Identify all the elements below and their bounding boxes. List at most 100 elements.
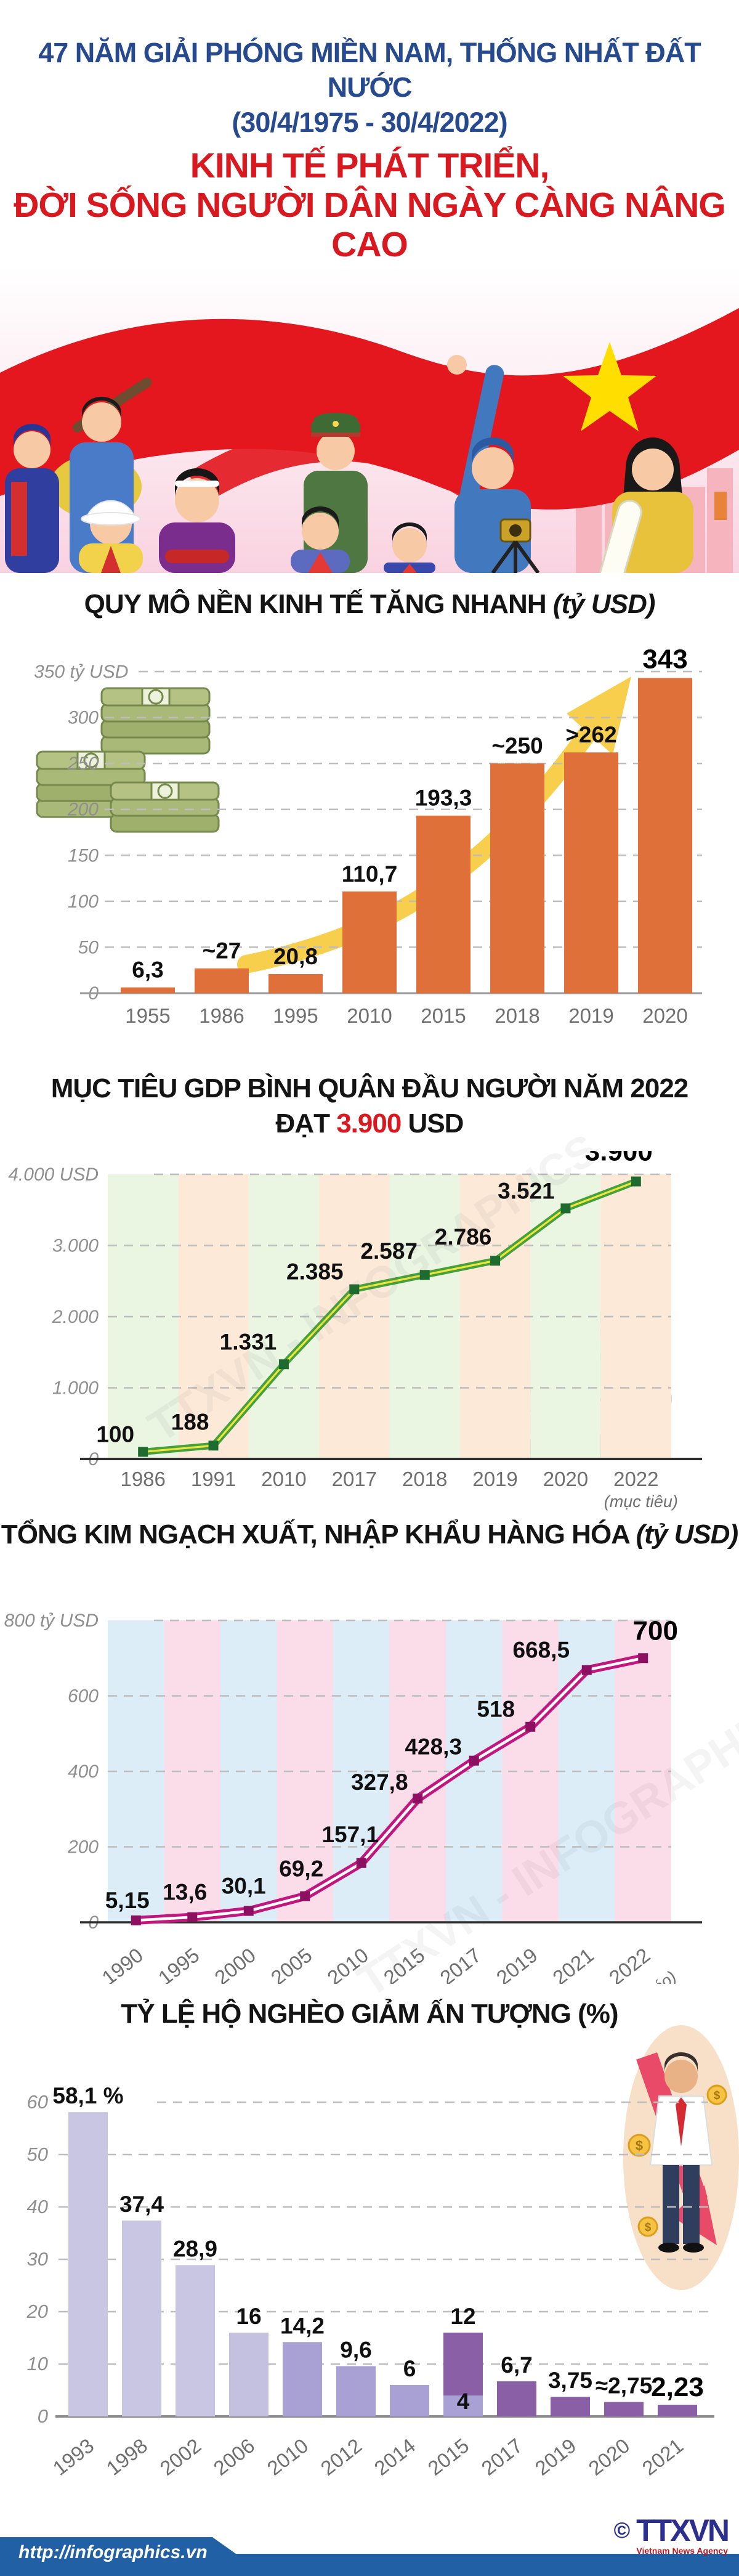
chart-label: 2010 xyxy=(261,1468,306,1490)
chart3-title-unit: (tỷ USD) xyxy=(636,1519,739,1550)
vietnam-flag-ribbon xyxy=(0,308,739,510)
marker xyxy=(278,1359,289,1370)
chart-label: 1986 xyxy=(199,1004,244,1027)
bar-2020 xyxy=(638,678,692,993)
marker xyxy=(631,1176,641,1187)
bar-2021 xyxy=(658,2405,697,2416)
chart-label: 9,6 xyxy=(340,2337,371,2362)
chart-label: 20 xyxy=(26,2301,48,2322)
bar-2018 xyxy=(490,763,544,993)
hero-illustration xyxy=(0,265,739,573)
chart-label: 2017 xyxy=(477,2434,527,2477)
chart-label: 2015 xyxy=(424,2434,474,2477)
bar-2015-old xyxy=(443,2395,483,2416)
chart4-title: TỶ LỆ HỘ NGHÈO GIẢM ẤN TƯỢNG (%) xyxy=(121,1999,618,2029)
chart-label: >262 xyxy=(565,722,616,747)
chart-label: 4 xyxy=(457,2389,470,2414)
chart-label: 2018 xyxy=(402,1468,447,1490)
chart-label: 6 xyxy=(403,2356,416,2381)
white-hat-woman-figure xyxy=(79,500,143,573)
chart-label: 0 xyxy=(38,2405,48,2427)
chart-label: ~27 xyxy=(203,938,241,964)
chart-label: 2019 xyxy=(568,1004,613,1027)
chart3-title-text: TỔNG KIM NGẠCH XUẤT, NHẬP KHẨU HÀNG HÓA xyxy=(1,1519,629,1550)
chart-label: 16 xyxy=(236,2304,261,2329)
chart-label: 2005 xyxy=(267,1943,317,1984)
chart-label: 100 xyxy=(96,1421,134,1447)
chart-label: 2010 xyxy=(323,1943,373,1984)
chart-label: 2002 xyxy=(156,2434,206,2477)
purple-woman-figure xyxy=(159,468,235,573)
chart-label: 10 xyxy=(27,2353,48,2375)
chart-label: 2010 xyxy=(347,1004,392,1027)
marker xyxy=(525,1721,536,1732)
header-line2: (30/4/1975 - 30/4/2022) xyxy=(232,106,507,138)
chart-label: 1986 xyxy=(120,1468,165,1490)
camera-tripod-icon xyxy=(491,518,540,573)
bar-2014 xyxy=(390,2385,429,2416)
economy-size-chart: 350 tỷ USD 300 250 200 150 100 50 0 6,3 1955 ~27 19… xyxy=(0,628,739,1063)
main-title: KINH TẾ PHÁT TRIỂN, ĐỜI SỐNG NGƯỜI DÂN N… xyxy=(0,146,739,264)
chart-label: 800 tỷ USD xyxy=(4,1611,99,1631)
chart-label: 2017 xyxy=(435,1943,485,1984)
bar-2002 xyxy=(176,2265,215,2416)
chart2-title-suffix: USD xyxy=(401,1108,464,1139)
main-title-line2: ĐỜI SỐNG NGƯỜI DÂN NGÀY CÀNG NÂNG CAO xyxy=(14,185,726,264)
chart-label: 2.000 xyxy=(52,1307,99,1327)
chart-label: 668,5 xyxy=(512,1638,570,1663)
chart-label: 50 xyxy=(27,2143,48,2165)
chart-label: 3,75 xyxy=(548,2368,592,2393)
chart-label: 2020 xyxy=(584,2434,634,2477)
svg-text:$: $ xyxy=(636,2138,643,2153)
chart-label: 200 xyxy=(67,1837,99,1858)
bar-1955 xyxy=(121,987,175,993)
marker xyxy=(300,1891,310,1901)
marker xyxy=(560,1203,571,1214)
bar-2020 xyxy=(604,2402,644,2416)
chart-label: 200 xyxy=(67,800,99,820)
chart-label: 350 tỷ USD xyxy=(34,662,128,682)
chart-label: 600 xyxy=(68,1686,99,1707)
chart-label: 2,23 xyxy=(651,2372,704,2402)
chart-label: 2.587 xyxy=(360,1238,418,1264)
marker xyxy=(243,1906,254,1916)
chart-label: 1991 xyxy=(191,1468,236,1490)
raised-arm-worker-figure xyxy=(447,355,531,573)
chart1-section: QUY MÔ NỀN KINH TẾ TĂNG NHANH (tỷ USD) xyxy=(0,587,739,1073)
chart-label: 2015 xyxy=(379,1943,429,1984)
chart-label: 3.900 xyxy=(585,1151,653,1167)
chart-label: 14,2 xyxy=(280,2313,325,2338)
engineer-woman-figure xyxy=(597,437,693,573)
marker xyxy=(638,1653,648,1664)
bar-2012 xyxy=(336,2366,376,2416)
chart-label: 6,3 xyxy=(132,957,163,983)
stripe xyxy=(108,1620,164,1922)
chart-label: 428,3 xyxy=(405,1734,462,1760)
chart-label: 1990 xyxy=(97,1943,147,1984)
chart-label: 2014 xyxy=(370,2434,420,2477)
svg-text:$: $ xyxy=(645,2221,652,2234)
agency-mark: TTXVN xyxy=(636,2513,730,2548)
chart-label: 1998 xyxy=(102,2434,152,2477)
chart-label: 2012 xyxy=(317,2434,366,2477)
chart-label: 1995 xyxy=(154,1943,204,1984)
bar-2015 xyxy=(416,815,470,993)
chart-label: 2000 xyxy=(210,1943,260,1984)
ethnic-woman-figure xyxy=(5,424,59,573)
chart-label: 37,4 xyxy=(119,2192,164,2217)
marker xyxy=(138,1447,148,1457)
bar-1995 xyxy=(269,973,323,993)
footer-band xyxy=(0,2537,739,2576)
chart-label: 2015 xyxy=(421,1004,466,1027)
chart-label: 30 xyxy=(27,2248,48,2270)
chart-label: 2019 xyxy=(472,1468,517,1490)
chart-label: 1.331 xyxy=(220,1329,277,1354)
chart-label: 150 xyxy=(68,845,99,866)
chart-label: 400 xyxy=(68,1761,99,1782)
chart-label: 157,1 xyxy=(321,1822,379,1847)
bar-2010 xyxy=(342,891,397,993)
chart-label: 2020 xyxy=(642,1004,687,1027)
bar-2010 xyxy=(283,2342,322,2416)
bar-1998 xyxy=(122,2220,161,2416)
bar-2017 xyxy=(497,2381,536,2416)
